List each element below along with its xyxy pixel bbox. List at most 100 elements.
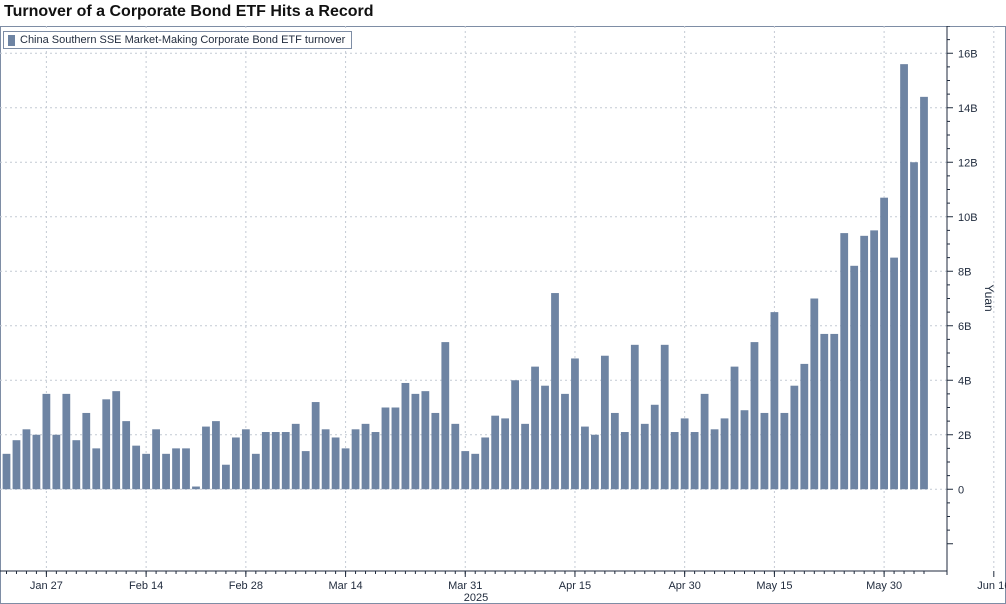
y-tick-label: 14B bbox=[958, 103, 978, 115]
y-tick-label: 6B bbox=[958, 321, 971, 333]
bar bbox=[650, 404, 659, 490]
bar bbox=[740, 410, 749, 490]
bar bbox=[700, 393, 709, 490]
bar bbox=[62, 393, 71, 490]
bar bbox=[192, 486, 200, 490]
bar bbox=[391, 407, 400, 490]
bar bbox=[680, 418, 689, 490]
bar bbox=[790, 385, 799, 490]
legend-swatch bbox=[8, 34, 15, 46]
bar bbox=[860, 235, 869, 490]
bar bbox=[730, 366, 739, 490]
bar bbox=[810, 298, 819, 490]
bar bbox=[132, 445, 141, 490]
bar bbox=[222, 464, 230, 490]
y-tick-label: 0 bbox=[958, 484, 964, 496]
bar bbox=[720, 418, 729, 490]
bar bbox=[311, 402, 320, 490]
y-tick-label: 10B bbox=[958, 212, 978, 224]
bar bbox=[52, 434, 61, 490]
x-tick-label: Mar 31 bbox=[448, 580, 482, 592]
bar bbox=[22, 429, 31, 490]
bar bbox=[800, 363, 809, 490]
bar bbox=[122, 421, 131, 490]
bar bbox=[660, 344, 669, 490]
bar bbox=[241, 429, 250, 490]
bar bbox=[770, 312, 779, 490]
x-tick-label: May 30 bbox=[866, 580, 902, 592]
bar bbox=[900, 64, 908, 490]
bar bbox=[600, 355, 609, 490]
bar bbox=[531, 366, 539, 490]
bar bbox=[471, 453, 480, 490]
bar bbox=[102, 399, 111, 490]
x-tick-label: Apr 15 bbox=[559, 580, 591, 592]
bar bbox=[581, 426, 589, 490]
bar bbox=[571, 358, 579, 490]
bar bbox=[12, 440, 21, 490]
y-tick-label: 2B bbox=[958, 430, 971, 442]
bar bbox=[182, 448, 190, 490]
bar bbox=[321, 429, 330, 490]
bar bbox=[411, 393, 420, 490]
bar bbox=[291, 423, 300, 490]
x-tick-label: May 15 bbox=[756, 580, 792, 592]
bar bbox=[92, 448, 101, 490]
y-tick-label: 8B bbox=[958, 266, 971, 278]
bar bbox=[281, 432, 290, 490]
bar bbox=[870, 230, 879, 490]
bar bbox=[152, 429, 160, 490]
bar bbox=[261, 432, 270, 490]
x-tick-label: Mar 14 bbox=[328, 580, 362, 592]
bar bbox=[251, 453, 260, 490]
bar bbox=[780, 412, 789, 490]
y-tick-label: 4B bbox=[958, 375, 971, 387]
bar bbox=[920, 96, 928, 490]
chart-title: Turnover of a Corporate Bond ETF Hits a … bbox=[4, 3, 374, 20]
bar bbox=[82, 412, 91, 490]
bar-chart: 0 2B 4B 6B 8B 10B 12B 14B 16B Yuan Jan 27 Feb 14 Feb… bbox=[0, 26, 1006, 604]
bar bbox=[271, 432, 280, 490]
bar bbox=[142, 453, 151, 490]
bar bbox=[341, 448, 350, 490]
bar bbox=[32, 434, 41, 490]
bar bbox=[172, 448, 180, 490]
x-tick-label: Jun 16 bbox=[977, 580, 1006, 592]
bar bbox=[431, 412, 440, 490]
x-tick-label: Feb 28 bbox=[229, 580, 263, 592]
legend-label: China Southern SSE Market-Making Corpora… bbox=[20, 34, 346, 46]
bar bbox=[890, 257, 898, 490]
bar bbox=[42, 393, 51, 490]
bar bbox=[361, 423, 370, 490]
bar bbox=[670, 432, 679, 490]
bar bbox=[760, 412, 769, 490]
bar bbox=[820, 333, 829, 490]
bar bbox=[880, 197, 888, 490]
bar bbox=[640, 423, 649, 490]
bar bbox=[910, 162, 918, 490]
bar bbox=[830, 333, 839, 490]
x-axis-year-label: 2025 bbox=[464, 592, 488, 604]
x-tick-label: Apr 30 bbox=[668, 580, 700, 592]
bar bbox=[620, 432, 629, 490]
bar bbox=[850, 265, 859, 490]
bar bbox=[301, 451, 310, 490]
bar bbox=[561, 393, 569, 490]
bar bbox=[231, 437, 240, 490]
bar bbox=[541, 385, 549, 490]
bar bbox=[511, 380, 520, 490]
bar bbox=[451, 423, 460, 490]
bar bbox=[481, 437, 490, 490]
bar bbox=[2, 453, 11, 490]
chart-legend: China Southern SSE Market-Making Corpora… bbox=[3, 31, 353, 49]
bar bbox=[750, 342, 759, 490]
bar bbox=[441, 342, 450, 490]
bar bbox=[72, 440, 81, 490]
bar bbox=[551, 293, 559, 490]
bar bbox=[421, 391, 430, 490]
y-tick-label: 12B bbox=[958, 157, 978, 169]
bar bbox=[501, 418, 510, 490]
y-tick-label: 16B bbox=[958, 48, 978, 60]
x-tick-label: Jan 27 bbox=[30, 580, 63, 592]
bar bbox=[610, 412, 619, 490]
